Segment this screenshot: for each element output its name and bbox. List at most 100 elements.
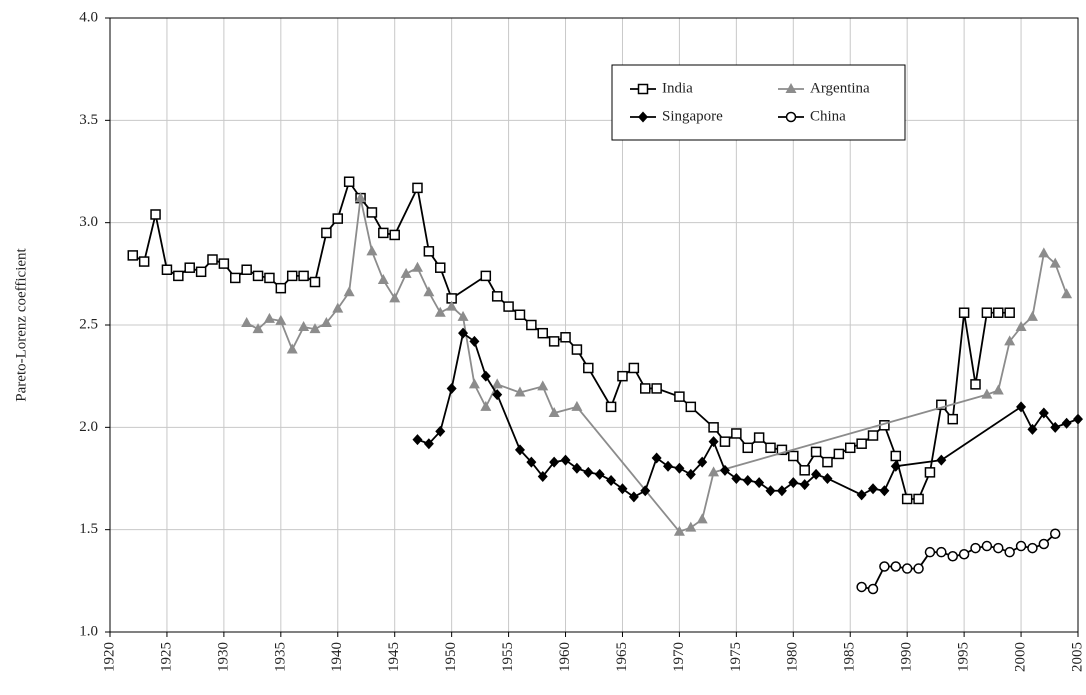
y-tick-label: 4.0	[79, 9, 98, 25]
marker	[742, 475, 753, 487]
marker	[434, 306, 446, 317]
marker	[320, 316, 332, 327]
marker	[412, 434, 423, 446]
plot-frame	[109, 17, 1079, 633]
series-line	[132, 179, 1010, 500]
marker	[1004, 546, 1015, 558]
marker	[298, 321, 310, 332]
marker	[263, 312, 275, 323]
marker	[719, 436, 731, 447]
marker	[560, 332, 571, 343]
marker	[719, 464, 730, 476]
marker	[241, 316, 253, 327]
marker	[469, 335, 480, 347]
marker	[913, 493, 924, 505]
marker	[411, 261, 423, 272]
marker	[480, 370, 491, 382]
marker	[503, 301, 514, 312]
marker	[913, 563, 924, 574]
marker	[412, 182, 423, 194]
legend-label: Argentina	[810, 80, 870, 96]
marker	[1038, 407, 1049, 419]
x-tick-label: 1920	[101, 642, 117, 672]
marker	[788, 477, 799, 489]
marker	[321, 227, 332, 239]
marker	[970, 379, 981, 390]
x-tick-label: 1990	[899, 642, 915, 672]
marker	[138, 256, 150, 267]
marker	[890, 460, 901, 472]
marker	[663, 460, 674, 472]
legend-label: Singapore	[662, 108, 723, 124]
marker	[674, 462, 685, 474]
marker	[1027, 423, 1038, 435]
marker	[765, 442, 776, 454]
marker	[514, 386, 526, 397]
marker	[685, 521, 697, 532]
marker	[286, 343, 298, 354]
marker	[924, 467, 936, 478]
marker	[560, 454, 571, 466]
marker	[207, 254, 218, 265]
y-tick-label: 1.5	[79, 521, 98, 537]
marker	[890, 450, 902, 462]
legend-marker	[785, 83, 797, 93]
marker	[435, 425, 446, 437]
y-tick-label: 2.0	[79, 419, 98, 435]
marker	[1061, 288, 1073, 299]
marker	[606, 475, 617, 487]
marker	[936, 454, 947, 466]
marker	[366, 207, 378, 218]
marker	[1015, 321, 1027, 332]
x-tick-label: 1925	[158, 642, 174, 672]
marker	[309, 323, 321, 334]
marker	[571, 400, 583, 411]
legend-marker	[637, 83, 649, 95]
marker	[1049, 257, 1061, 268]
marker	[628, 362, 640, 374]
marker	[378, 227, 389, 239]
marker	[1026, 310, 1038, 321]
marker	[548, 336, 560, 347]
marker	[1049, 528, 1061, 540]
marker	[992, 384, 1004, 395]
marker	[230, 272, 241, 284]
marker	[617, 483, 628, 495]
marker	[423, 286, 435, 297]
marker	[776, 485, 787, 497]
marker	[844, 442, 856, 454]
marker	[958, 307, 970, 318]
marker	[890, 561, 902, 572]
marker	[685, 401, 697, 413]
marker	[298, 270, 309, 282]
x-tick-label: 2000	[1012, 642, 1028, 672]
marker	[810, 446, 822, 458]
marker	[423, 438, 434, 450]
legend-marker	[638, 111, 648, 123]
marker	[651, 383, 662, 394]
marker	[275, 282, 287, 294]
marker	[264, 272, 275, 284]
legend-label: India	[662, 80, 693, 96]
marker	[856, 489, 867, 501]
marker	[583, 466, 594, 478]
marker	[549, 456, 560, 468]
marker	[731, 428, 742, 439]
marker	[856, 581, 867, 593]
marker	[639, 383, 651, 394]
marker	[708, 466, 720, 477]
marker	[879, 485, 890, 497]
marker	[1015, 540, 1027, 552]
x-tick-label: 2005	[1069, 642, 1085, 672]
marker	[480, 270, 492, 282]
marker	[286, 270, 298, 282]
marker	[628, 491, 639, 503]
x-tick-label: 1970	[671, 642, 687, 672]
marker	[765, 485, 776, 497]
marker	[1073, 413, 1083, 425]
marker	[1050, 421, 1061, 433]
marker	[389, 292, 401, 303]
marker	[1027, 542, 1038, 554]
marker	[457, 310, 469, 321]
series-line	[246, 197, 1068, 533]
